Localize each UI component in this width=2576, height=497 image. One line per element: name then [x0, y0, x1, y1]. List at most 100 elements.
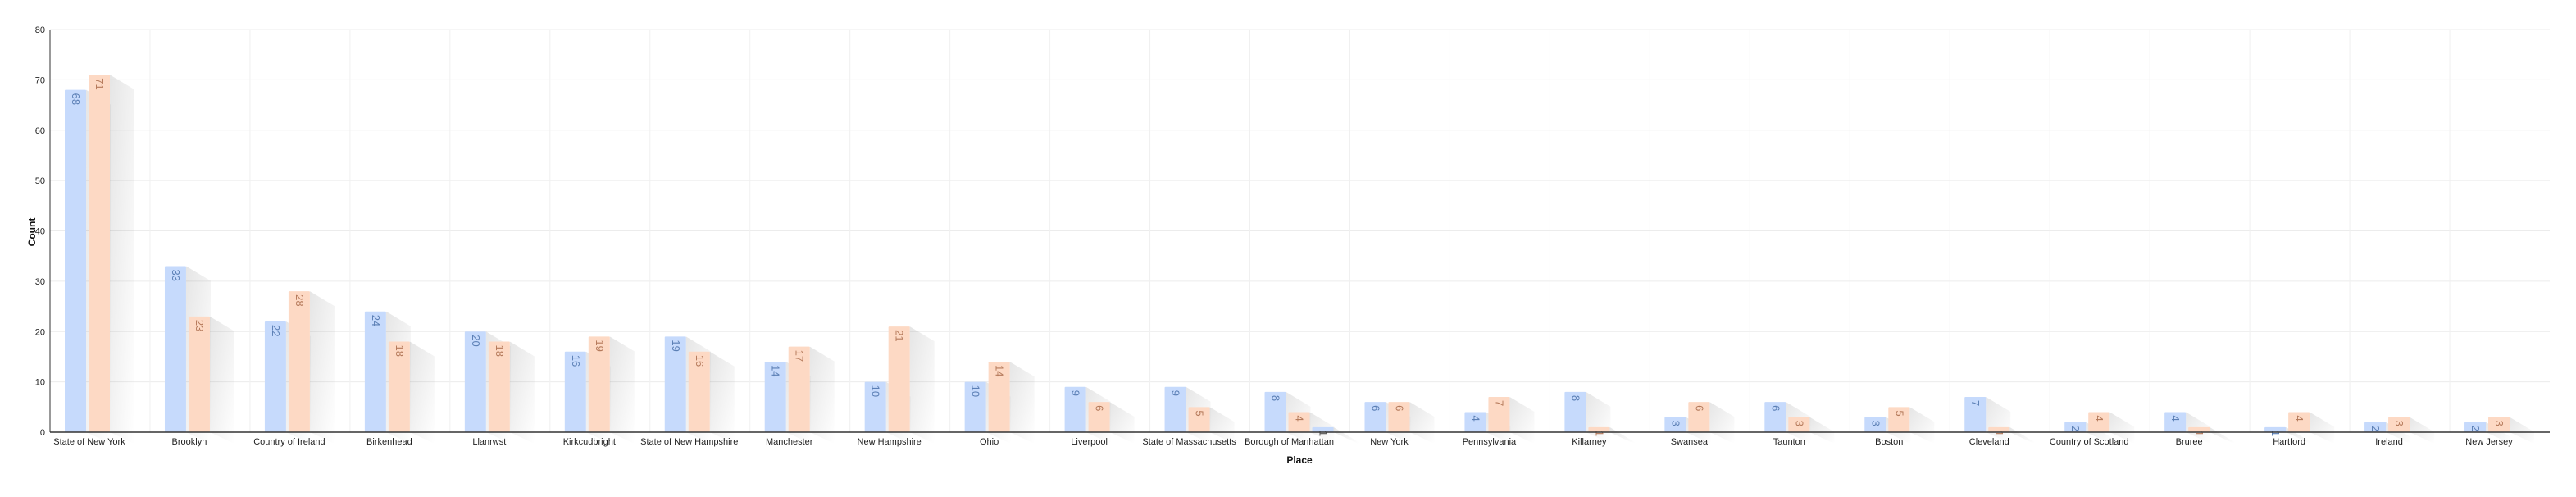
bar	[1312, 426, 1334, 432]
bar-shadow	[509, 341, 535, 444]
bar-shadow	[110, 75, 134, 445]
data-label: 2	[2369, 426, 2382, 431]
bar	[2364, 422, 2387, 432]
data-label: 19	[670, 340, 682, 351]
y-axis-title: Count	[26, 218, 38, 247]
bar	[1564, 391, 1586, 432]
x-tick-label: Ireland	[2375, 437, 2403, 447]
bar	[1588, 426, 1610, 432]
data-label: 28	[294, 294, 306, 306]
bar	[1464, 412, 1486, 432]
x-tick-label: Hartford	[2273, 437, 2305, 447]
bar-shadow	[609, 336, 635, 444]
bar-shadow	[409, 341, 435, 444]
data-label: 10	[970, 385, 982, 397]
data-label: 14	[994, 365, 1006, 376]
bar	[564, 351, 586, 432]
x-tick-label: Brooklyn	[172, 437, 207, 447]
bar-shadow	[1209, 407, 1235, 444]
x-tick-label: New Jersey	[2465, 437, 2513, 447]
bar-shadow	[2510, 417, 2535, 444]
bar-shadow	[1809, 417, 1835, 444]
data-label: 5	[1893, 410, 1905, 416]
x-tick-label: Swansea	[1671, 437, 1709, 447]
bar	[1264, 391, 1286, 432]
bar	[1064, 386, 1086, 432]
data-label: 1	[1993, 431, 2005, 436]
bar-shadow	[2310, 412, 2335, 444]
data-label: 3	[1793, 421, 1805, 426]
bar	[2164, 412, 2187, 432]
bar	[988, 362, 1010, 432]
data-label: 21	[894, 330, 906, 341]
y-tick-label: 50	[35, 176, 45, 186]
bar	[864, 381, 886, 432]
bar-shadow	[1333, 426, 1359, 444]
data-label: 9	[1170, 390, 1182, 396]
bar	[664, 336, 686, 432]
x-axis-title: Place	[1286, 454, 1313, 466]
bar	[2464, 422, 2487, 432]
data-label: 33	[170, 269, 182, 280]
data-label: 22	[270, 325, 282, 336]
data-label: 1	[2193, 431, 2205, 436]
bar	[388, 341, 410, 432]
x-tick-label: Birkenhead	[366, 437, 412, 447]
data-label: 17	[794, 350, 806, 362]
grid	[50, 29, 2550, 432]
bar-shadow	[1609, 426, 1635, 444]
data-label: 3	[2493, 421, 2505, 426]
data-label: 18	[494, 345, 506, 357]
x-tick-label: Borough of Manhattan	[1245, 437, 1334, 447]
bar-shadow	[2410, 417, 2435, 444]
data-label: 24	[370, 315, 382, 326]
axes: 0 10 20 30 40 50 60 70 80 State of New York Brookl…	[35, 25, 2550, 447]
x-tick-label: New Hampshire	[858, 437, 922, 447]
bar	[588, 336, 610, 432]
y-tick-label: 70	[35, 75, 45, 85]
bar	[488, 341, 510, 432]
bar	[264, 321, 286, 432]
bar	[1364, 402, 1386, 432]
y-tick-label: 40	[35, 227, 45, 237]
bar	[964, 381, 986, 432]
bar	[1088, 402, 1110, 432]
bar	[1664, 417, 1686, 432]
data-label: 1	[1593, 431, 1605, 436]
data-label: 2	[2469, 426, 2482, 431]
data-label: 16	[694, 355, 706, 367]
x-tick-label: Ohio	[980, 437, 999, 447]
data-label: 7	[1969, 400, 1982, 406]
data-label: 23	[193, 320, 206, 331]
data-label: 9	[1070, 390, 1082, 396]
x-tick-label: Llanrwst	[472, 437, 506, 447]
data-label: 71	[93, 78, 106, 89]
bar-shadow	[309, 291, 335, 444]
bar-shadow	[809, 346, 835, 444]
data-label: 4	[1294, 415, 1306, 421]
bar	[2488, 417, 2510, 432]
data-label: 20	[470, 335, 482, 346]
bar	[1888, 407, 1910, 432]
bar	[188, 316, 210, 432]
x-tick-label: Taunton	[1773, 437, 1805, 447]
data-label: 6	[1693, 405, 1705, 411]
bar-shadow	[2009, 426, 2035, 444]
data-label: 6	[1393, 405, 1405, 411]
bar	[1764, 402, 1786, 432]
data-label: 16	[570, 355, 582, 367]
bar	[1164, 386, 1186, 432]
bar	[1864, 417, 1886, 432]
bar	[89, 75, 110, 433]
y-tick-label: 0	[40, 428, 45, 438]
y-tick-label: 60	[35, 126, 45, 136]
bar-shadow	[709, 351, 735, 444]
data-label: 8	[1569, 395, 1582, 401]
x-tick-label: Manchester	[766, 437, 813, 447]
bar	[2388, 417, 2410, 432]
bar-shadow	[2210, 426, 2235, 444]
bar-shadow	[1409, 402, 1435, 444]
